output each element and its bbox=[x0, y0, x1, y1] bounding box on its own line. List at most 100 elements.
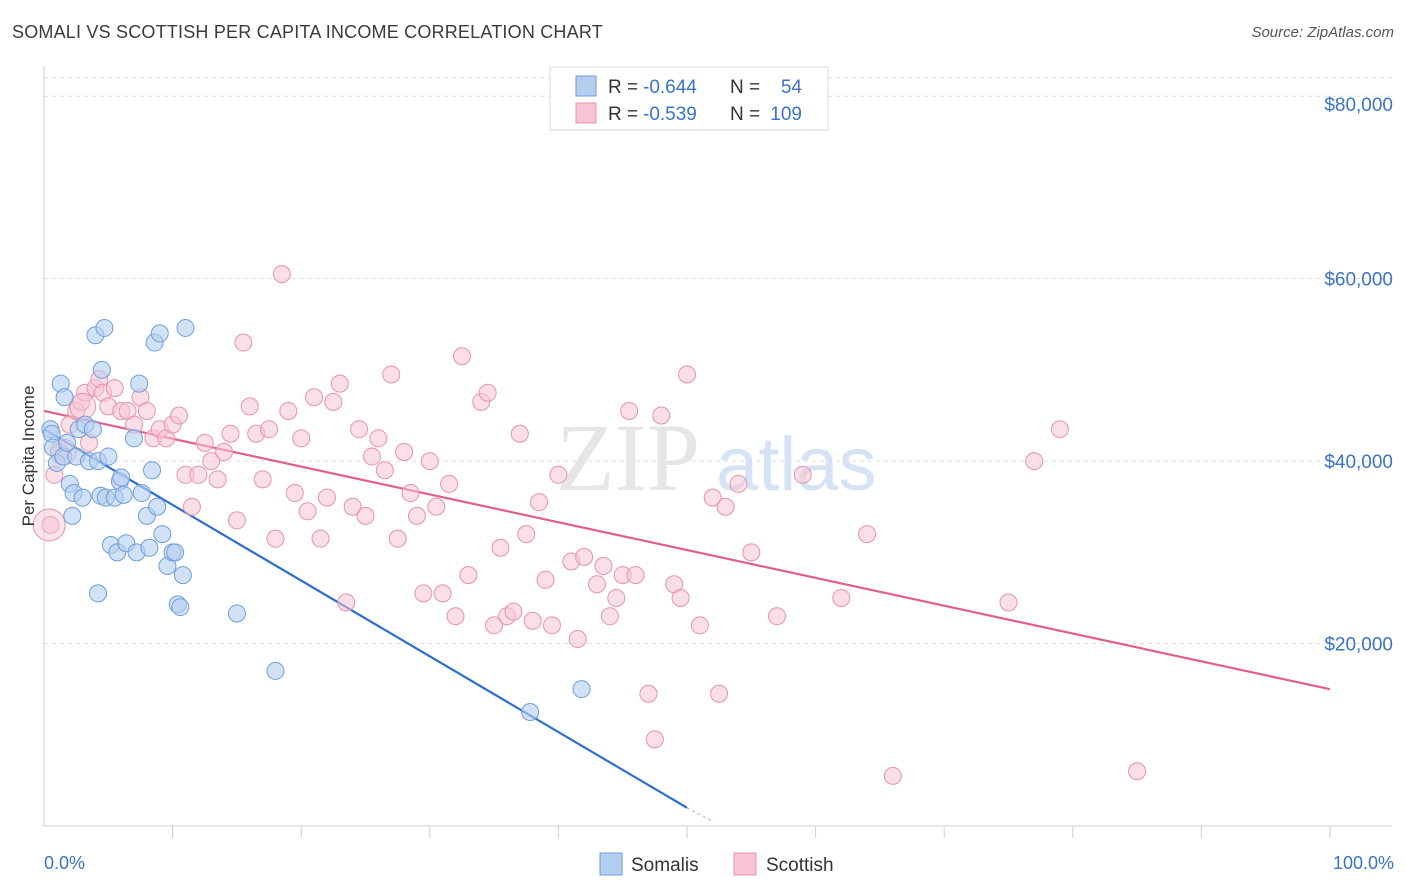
legend-somalis-r-label: R = bbox=[608, 77, 638, 98]
scottish-point bbox=[105, 379, 124, 398]
scottish-point bbox=[32, 508, 66, 542]
scottish-point bbox=[202, 452, 221, 471]
scottish-point bbox=[427, 497, 446, 516]
scottish-point bbox=[189, 465, 208, 484]
somalis-point bbox=[150, 324, 169, 343]
scottish-point bbox=[285, 484, 304, 503]
scottish-point bbox=[298, 502, 317, 521]
legend-box: R = -0.644 N = 54 R = -0.539 N = 109 bbox=[549, 66, 829, 131]
scottish-point bbox=[587, 575, 606, 594]
scottish-point bbox=[240, 397, 259, 416]
watermark-atlas: atlas bbox=[716, 422, 877, 507]
scottish-point bbox=[41, 515, 60, 534]
scottish-point bbox=[729, 474, 748, 493]
bottom-legend-swatch-somalis bbox=[599, 852, 623, 876]
scottish-point bbox=[170, 406, 189, 425]
legend-swatch-scottish bbox=[575, 102, 597, 124]
somalis-point bbox=[140, 538, 159, 557]
scottish-point bbox=[485, 616, 504, 635]
somalis-point bbox=[99, 447, 118, 466]
scottish-point bbox=[375, 461, 394, 480]
scottish-point bbox=[703, 488, 722, 507]
scottish-point bbox=[690, 616, 709, 635]
chart-title: SOMALI VS SCOTTISH PER CAPITA INCOME COR… bbox=[12, 22, 603, 42]
somalis-point bbox=[89, 584, 108, 603]
scottish-point bbox=[710, 684, 729, 703]
somalis-point bbox=[176, 318, 195, 337]
somalis-point bbox=[114, 485, 133, 504]
y-tick-label: $40,000 bbox=[1324, 452, 1393, 473]
scottish-point bbox=[1025, 452, 1044, 471]
scottish-point bbox=[343, 497, 362, 516]
data-points bbox=[32, 265, 1147, 785]
scottish-point bbox=[491, 538, 510, 557]
scottish-point bbox=[883, 766, 902, 785]
scottish-point bbox=[382, 365, 401, 384]
bottom-legend-somalis: Somalis bbox=[631, 855, 699, 876]
scottish-point bbox=[858, 525, 877, 544]
bottom-legend: Somalis Scottish bbox=[599, 852, 834, 876]
scottish-point bbox=[459, 566, 478, 585]
scottish-point bbox=[388, 529, 407, 548]
somalis-point bbox=[132, 484, 151, 503]
bottom-legend-scottish: Scottish bbox=[766, 855, 834, 876]
scottish-point bbox=[272, 265, 291, 284]
scottish-point bbox=[440, 474, 459, 493]
scottish-point bbox=[1050, 420, 1069, 439]
scottish-point bbox=[652, 406, 671, 425]
scottish-point bbox=[227, 511, 246, 530]
scottish-point bbox=[401, 484, 420, 503]
scottish-point bbox=[575, 547, 594, 566]
scottish-point bbox=[420, 452, 439, 471]
scottish-point bbox=[478, 383, 497, 402]
scottish-point bbox=[279, 401, 298, 420]
legend-scottish-n-value: 109 bbox=[770, 104, 802, 125]
scottish-point bbox=[311, 529, 330, 548]
somalis-point bbox=[173, 566, 192, 585]
somalis-point bbox=[112, 468, 131, 487]
scottish-point bbox=[523, 611, 542, 630]
somalis-point bbox=[227, 604, 246, 623]
scottish-point bbox=[337, 593, 356, 612]
legend-somalis-r-value: -0.644 bbox=[643, 77, 697, 98]
bottom-legend-swatch-scottish bbox=[733, 852, 757, 876]
legend-scottish-n-label: N = bbox=[730, 104, 760, 125]
scottish-point bbox=[234, 333, 253, 352]
legend-swatch-somalis bbox=[575, 75, 597, 97]
somalis-point bbox=[58, 433, 77, 452]
scottish-point bbox=[221, 424, 240, 443]
scottish-point bbox=[407, 506, 426, 525]
somalis-point bbox=[95, 318, 114, 337]
somalis-trend-line bbox=[43, 428, 688, 809]
scottish-point bbox=[292, 429, 311, 448]
scottish-point bbox=[549, 465, 568, 484]
somalis-point bbox=[73, 488, 92, 507]
scottish-point bbox=[350, 420, 369, 439]
scottish-point bbox=[542, 616, 561, 635]
somalis-point bbox=[83, 420, 102, 439]
watermark-zip: ZIP bbox=[556, 404, 700, 511]
y-tick-label: $60,000 bbox=[1324, 270, 1393, 291]
scottish-point bbox=[504, 602, 523, 621]
somalis-point bbox=[266, 661, 285, 680]
scottish-point bbox=[999, 593, 1018, 612]
scottish-point bbox=[626, 566, 645, 585]
scottish-point bbox=[594, 557, 613, 576]
somalis-point bbox=[153, 525, 172, 544]
scottish-point bbox=[266, 529, 285, 548]
y-tick-label: $80,000 bbox=[1324, 95, 1393, 116]
scottish-point bbox=[305, 388, 324, 407]
somalis-trend-extension bbox=[686, 807, 714, 822]
scottish-point bbox=[182, 497, 201, 516]
scottish-point bbox=[639, 684, 658, 703]
scottish-point bbox=[395, 443, 414, 461]
scottish-point bbox=[1128, 762, 1147, 781]
scottish-point bbox=[671, 588, 690, 607]
scottish-point bbox=[208, 470, 227, 489]
scottish-trend-line bbox=[43, 409, 1331, 691]
scottish-point bbox=[716, 497, 735, 516]
x-tick-label-min: 0.0% bbox=[44, 853, 85, 873]
gridlines bbox=[44, 77, 1392, 645]
somalis-point bbox=[125, 429, 144, 448]
scottish-point bbox=[768, 607, 787, 626]
